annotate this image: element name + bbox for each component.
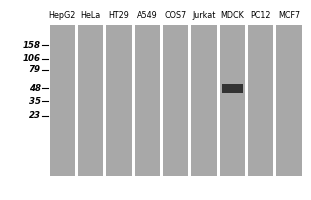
Bar (50, 25, 75, 176)
Text: 158: 158 (23, 41, 40, 50)
Text: 48: 48 (29, 84, 40, 93)
Text: 23: 23 (29, 111, 40, 120)
Text: HT29: HT29 (109, 11, 129, 20)
Text: MDCK: MDCK (220, 11, 244, 20)
Bar (220, 25, 245, 176)
Bar (106, 25, 132, 176)
Text: A549: A549 (137, 11, 158, 20)
Text: COS7: COS7 (165, 11, 187, 20)
Bar (191, 25, 217, 176)
Text: Jurkat: Jurkat (193, 11, 216, 20)
Bar (135, 25, 160, 176)
Bar (78, 25, 103, 176)
Bar (222, 84, 243, 93)
Text: MCF7: MCF7 (278, 11, 300, 20)
Bar (276, 25, 302, 176)
Text: PC12: PC12 (250, 11, 271, 20)
Bar (248, 25, 273, 176)
Bar (163, 25, 188, 176)
Text: 106: 106 (23, 54, 40, 63)
Text: 35: 35 (29, 97, 40, 106)
Text: HeLa: HeLa (81, 11, 101, 20)
Text: 79: 79 (29, 65, 40, 74)
Text: HepG2: HepG2 (49, 11, 76, 20)
